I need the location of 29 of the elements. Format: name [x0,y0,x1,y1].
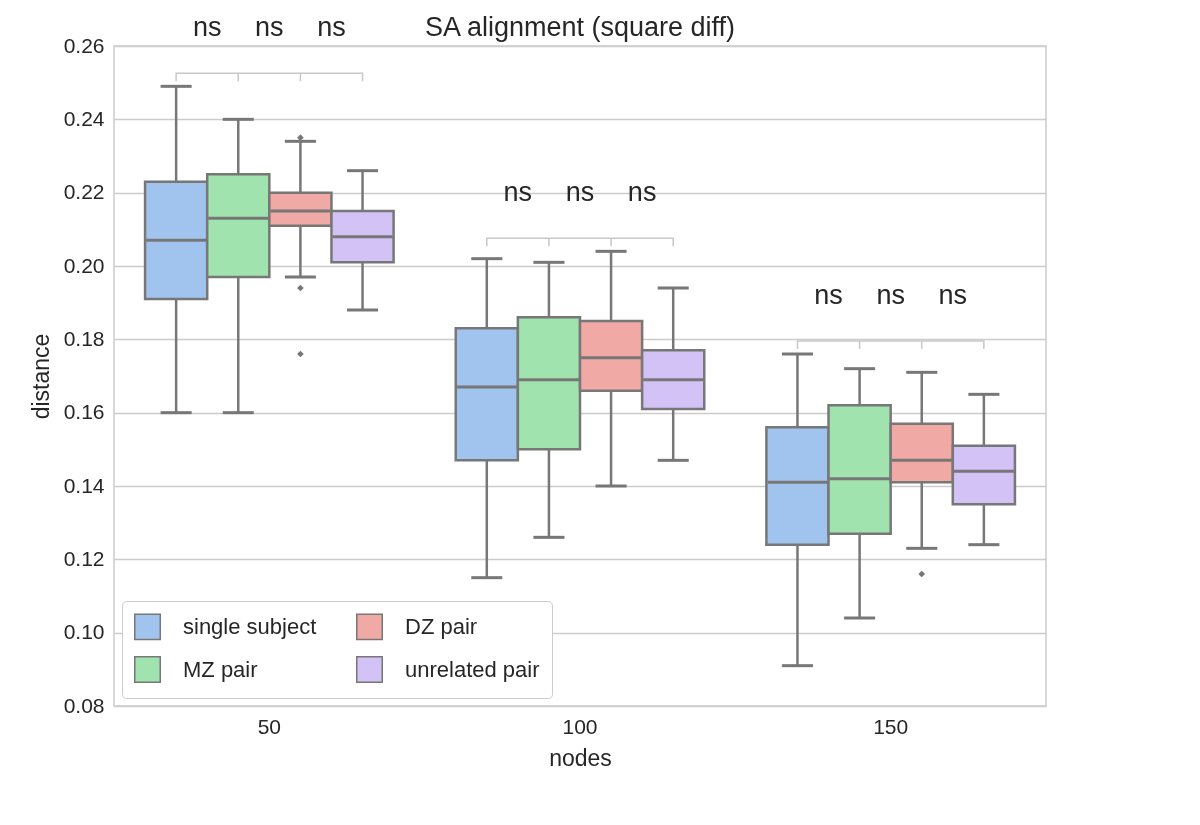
y-tick-label: 0.10 [63,620,105,644]
y-tick-label: 0.18 [63,326,105,350]
text: ns [192,12,222,43]
chart-title: SA alignment (square diff) [424,12,736,43]
y-tick-label: 0.24 [63,106,105,130]
y-tick-label: 0.26 [63,33,105,57]
x-tick-label: 50 [257,714,282,738]
x-tick-label: 100 [562,714,598,738]
y-tick-label: 0.16 [63,400,105,424]
y-tick-label: 0.22 [63,180,105,204]
text: ns [255,12,284,43]
annotation: ns [814,280,843,310]
annotation: ns [876,280,905,310]
annotation: ns [503,177,533,208]
annotation: ns [627,177,657,208]
y-tick-label: 0.08 [63,693,105,717]
y-axis-title: distance [27,333,54,420]
legend-label: unrelated pair [405,656,540,682]
y-tick-label: 0.20 [63,253,105,277]
annotation: ns [938,280,968,310]
legend-label: DZ pair [405,613,478,639]
y-tick-label: 0.12 [63,546,105,570]
legend-label: single subject [183,613,317,639]
x-tick-label: 150 [873,714,909,738]
annotation: ns [565,177,595,208]
legend-label: MZ pair [183,656,258,682]
text: ns [317,12,346,43]
x-axis-title: nodes [549,744,612,771]
y-tick-label: 0.14 [63,473,105,497]
